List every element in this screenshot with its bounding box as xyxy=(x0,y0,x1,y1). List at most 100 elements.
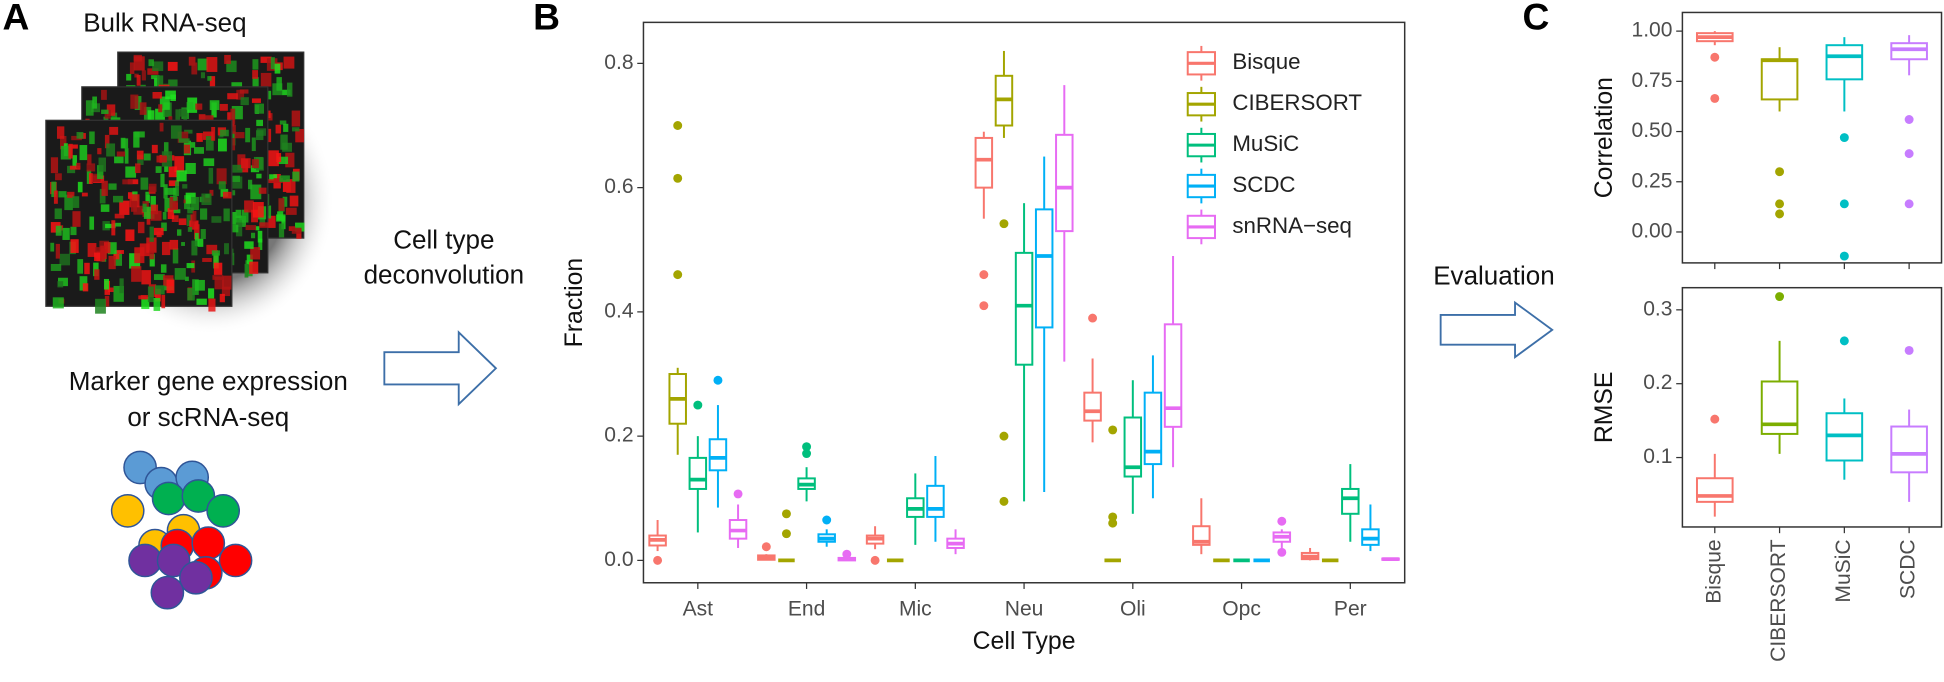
heat-cell xyxy=(70,226,77,236)
heat-cell xyxy=(104,295,110,307)
heat-cell xyxy=(251,137,256,152)
heat-cell xyxy=(278,198,285,211)
box xyxy=(1083,391,1102,422)
panel-label: A xyxy=(2,0,29,38)
heat-cell xyxy=(69,165,81,170)
heat-cell xyxy=(258,238,263,250)
heat-cell xyxy=(50,242,55,252)
heat-cell xyxy=(239,89,249,94)
outlier xyxy=(1775,167,1785,177)
heat-cell xyxy=(292,127,300,132)
heat-cell xyxy=(104,134,110,149)
heat-cell xyxy=(200,208,208,220)
heat-cell xyxy=(220,129,229,137)
heat-cell xyxy=(168,79,178,87)
heat-cell xyxy=(153,227,164,236)
heat-cell xyxy=(148,59,154,67)
legend-label: snRNA−seq xyxy=(1232,213,1352,238)
heat-cell xyxy=(258,187,267,194)
y-axis-label: Correlation xyxy=(1591,77,1618,198)
outlier xyxy=(653,555,663,565)
heat-cell xyxy=(266,90,272,100)
heat-cell xyxy=(84,262,90,275)
heat-cell xyxy=(77,181,83,193)
heat-cell xyxy=(147,286,154,303)
heat-cell xyxy=(251,159,259,169)
heat-cell xyxy=(201,193,212,206)
heat-cell xyxy=(259,222,269,228)
outlier xyxy=(1710,93,1720,103)
heat-cell xyxy=(109,126,119,135)
heat-cell xyxy=(166,279,175,294)
heat-cell xyxy=(164,165,169,172)
heat-cell xyxy=(235,215,246,227)
outlier xyxy=(822,515,832,525)
heat-cell xyxy=(250,184,262,200)
outlier xyxy=(1108,512,1118,522)
arrow-label: Cell type xyxy=(393,225,494,255)
heat-cell xyxy=(158,104,163,113)
heat-cell xyxy=(208,298,216,312)
heat-cell xyxy=(137,154,144,165)
heat-cell xyxy=(100,204,110,212)
y-tick-label: 0.75 xyxy=(1631,69,1672,92)
heat-cell xyxy=(250,247,261,260)
heat-cell xyxy=(130,200,137,212)
y-tick-label: 0.25 xyxy=(1631,169,1672,192)
box xyxy=(1760,58,1799,101)
heat-cell xyxy=(139,102,147,115)
heat-cell xyxy=(154,78,160,91)
heat-cell xyxy=(285,207,297,215)
heat-cell xyxy=(103,278,109,290)
heat-cell xyxy=(169,196,178,210)
heat-cell xyxy=(279,120,287,125)
heat-cell xyxy=(57,281,64,288)
heat-cell xyxy=(119,278,124,294)
outlier xyxy=(1108,425,1118,435)
heat-cell xyxy=(187,288,195,301)
heat-cell xyxy=(54,208,62,220)
heat-cell xyxy=(267,179,277,184)
outlier xyxy=(999,219,1009,229)
heat-cell xyxy=(134,131,145,138)
heat-cell xyxy=(185,192,196,204)
outlier xyxy=(1775,199,1785,209)
heat-cell xyxy=(211,126,216,141)
outlier xyxy=(1839,336,1849,346)
heat-cell xyxy=(164,187,176,195)
heat-cell xyxy=(149,226,154,242)
heat-cell xyxy=(55,243,60,259)
heat-cell xyxy=(152,92,162,99)
heat-cell xyxy=(295,222,305,232)
heat-cell xyxy=(87,154,92,165)
heat-cell xyxy=(67,191,75,198)
heat-cell xyxy=(209,189,214,196)
heat-cell xyxy=(177,131,189,143)
heat-cell xyxy=(192,210,197,222)
heat-cell xyxy=(149,254,155,267)
outlier xyxy=(802,442,812,452)
heat-cell xyxy=(279,175,290,182)
heat-cell xyxy=(194,279,205,291)
heat-cell xyxy=(133,131,140,148)
heat-cell xyxy=(147,110,155,127)
heat-cell xyxy=(213,253,219,269)
y-axis-label: Fraction xyxy=(561,258,588,348)
heat-cell xyxy=(255,226,260,231)
heat-cell xyxy=(244,200,254,213)
box xyxy=(926,484,945,518)
heat-cell xyxy=(159,96,170,110)
outlier xyxy=(713,375,723,385)
heat-cell xyxy=(104,242,111,254)
heat-cell xyxy=(151,75,160,80)
heat-cell xyxy=(141,270,151,285)
heat-cell xyxy=(256,119,264,127)
outlier xyxy=(781,529,791,539)
outlier xyxy=(1904,345,1914,355)
heat-cell xyxy=(60,145,71,160)
heat-cell xyxy=(205,193,210,198)
heat-cell xyxy=(156,155,167,163)
heat-cell xyxy=(108,255,116,270)
heat-cell xyxy=(286,82,293,97)
heat-cell xyxy=(249,261,259,274)
